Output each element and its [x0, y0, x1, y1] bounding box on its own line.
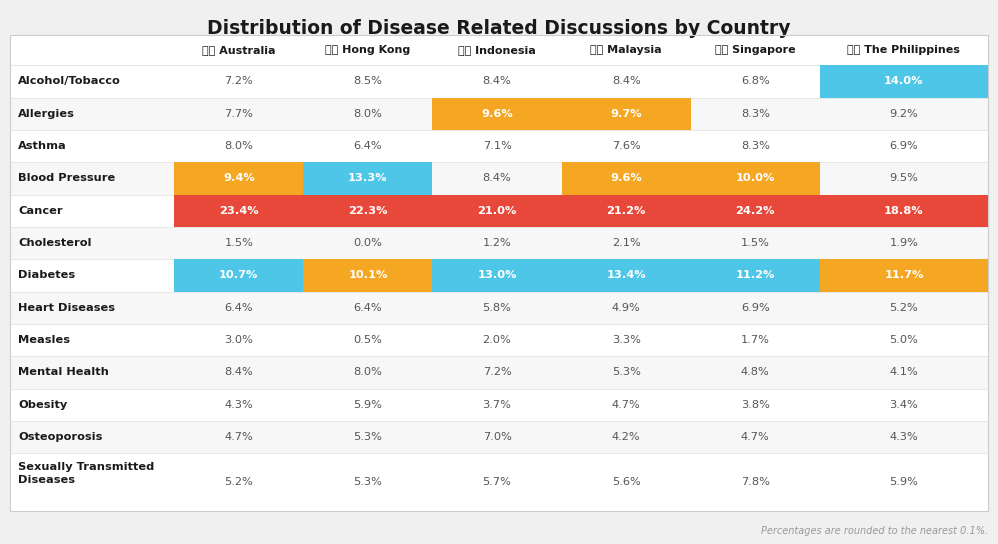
Text: 10.0%: 10.0% [736, 174, 774, 183]
Text: 7.1%: 7.1% [483, 141, 512, 151]
Text: 8.0%: 8.0% [353, 367, 382, 378]
Text: 6.4%: 6.4% [353, 302, 382, 313]
Text: 4.9%: 4.9% [612, 302, 641, 313]
Text: 4.2%: 4.2% [612, 432, 641, 442]
Text: 5.2%: 5.2% [889, 302, 918, 313]
Text: Blood Pressure: Blood Pressure [18, 174, 115, 183]
Text: 8.4%: 8.4% [483, 77, 511, 86]
Text: 🇸🇬 Singapore: 🇸🇬 Singapore [715, 45, 795, 55]
Text: 9.5%: 9.5% [889, 174, 918, 183]
Text: 18.8%: 18.8% [884, 206, 924, 216]
Text: 11.2%: 11.2% [736, 270, 774, 280]
Text: 8.3%: 8.3% [741, 109, 769, 119]
Text: 9.6%: 9.6% [610, 174, 642, 183]
Text: 1.5%: 1.5% [741, 238, 769, 248]
Text: 4.3%: 4.3% [225, 400, 253, 410]
Text: Percentages are rounded to the nearest 0.1%.: Percentages are rounded to the nearest 0… [760, 526, 988, 536]
Text: 13.4%: 13.4% [607, 270, 646, 280]
Text: 3.3%: 3.3% [612, 335, 641, 345]
Text: 3.4%: 3.4% [889, 400, 918, 410]
Text: 10.7%: 10.7% [220, 270, 258, 280]
Text: 🇵🇭 The Philippines: 🇵🇭 The Philippines [847, 45, 960, 55]
Text: 8.0%: 8.0% [353, 109, 382, 119]
Text: 1.7%: 1.7% [741, 335, 769, 345]
Text: 🇮🇩 Indonesia: 🇮🇩 Indonesia [458, 45, 536, 55]
Text: 4.1%: 4.1% [889, 367, 918, 378]
Text: Alcohol/Tobacco: Alcohol/Tobacco [18, 77, 121, 86]
Text: Asthma: Asthma [18, 141, 67, 151]
Text: 7.6%: 7.6% [612, 141, 641, 151]
Text: 9.7%: 9.7% [611, 109, 642, 119]
Text: 3.0%: 3.0% [225, 335, 253, 345]
Text: 2.0%: 2.0% [483, 335, 511, 345]
Text: Diabetes: Diabetes [18, 270, 75, 280]
Text: Heart Diseases: Heart Diseases [18, 302, 115, 313]
Text: 5.6%: 5.6% [612, 477, 641, 487]
Text: 21.0%: 21.0% [477, 206, 517, 216]
Text: 11.7%: 11.7% [884, 270, 923, 280]
Text: Sexually Transmitted
Diseases: Sexually Transmitted Diseases [18, 462, 155, 485]
Text: 7.2%: 7.2% [483, 367, 511, 378]
Text: 8.0%: 8.0% [225, 141, 253, 151]
Text: 9.6%: 9.6% [481, 109, 513, 119]
Text: 9.2%: 9.2% [889, 109, 918, 119]
Text: 7.2%: 7.2% [225, 77, 253, 86]
Text: 4.7%: 4.7% [741, 432, 769, 442]
Text: 0.5%: 0.5% [353, 335, 382, 345]
Text: 9.4%: 9.4% [223, 174, 254, 183]
Text: 6.9%: 6.9% [889, 141, 918, 151]
Text: 🇭🇰 Hong Kong: 🇭🇰 Hong Kong [325, 45, 410, 55]
Text: 8.3%: 8.3% [741, 141, 769, 151]
Text: Cancer: Cancer [18, 206, 63, 216]
Text: 5.7%: 5.7% [483, 477, 512, 487]
Text: Distribution of Disease Related Discussions by Country: Distribution of Disease Related Discussi… [208, 19, 790, 38]
Text: Osteoporosis: Osteoporosis [18, 432, 103, 442]
Text: 2.1%: 2.1% [612, 238, 641, 248]
Text: Measles: Measles [18, 335, 70, 345]
Text: 4.7%: 4.7% [612, 400, 641, 410]
Text: 21.2%: 21.2% [607, 206, 646, 216]
Text: 5.0%: 5.0% [889, 335, 918, 345]
Text: 5.2%: 5.2% [225, 477, 253, 487]
Text: 5.9%: 5.9% [889, 477, 918, 487]
Text: 24.2%: 24.2% [736, 206, 775, 216]
Text: 1.5%: 1.5% [225, 238, 253, 248]
Text: 4.8%: 4.8% [741, 367, 769, 378]
Text: 7.7%: 7.7% [225, 109, 253, 119]
Text: 🇦🇺 Australia: 🇦🇺 Australia [202, 45, 275, 55]
Text: 22.3%: 22.3% [348, 206, 387, 216]
Text: 8.4%: 8.4% [225, 367, 253, 378]
Text: 6.4%: 6.4% [353, 141, 382, 151]
Text: 1.9%: 1.9% [889, 238, 918, 248]
Text: 5.3%: 5.3% [612, 367, 641, 378]
Text: 5.3%: 5.3% [353, 477, 382, 487]
Text: 5.8%: 5.8% [483, 302, 512, 313]
Text: 8.5%: 8.5% [353, 77, 382, 86]
Text: 4.7%: 4.7% [225, 432, 253, 442]
Text: Allergies: Allergies [18, 109, 75, 119]
Text: 6.8%: 6.8% [741, 77, 769, 86]
Text: 7.8%: 7.8% [741, 477, 769, 487]
Text: 🇲🇾 Malaysia: 🇲🇾 Malaysia [591, 45, 662, 55]
Text: 23.4%: 23.4% [219, 206, 258, 216]
Text: 7.0%: 7.0% [483, 432, 512, 442]
Text: 1.2%: 1.2% [483, 238, 511, 248]
Text: 10.1%: 10.1% [348, 270, 387, 280]
Text: 8.4%: 8.4% [612, 77, 641, 86]
Text: Obesity: Obesity [18, 400, 67, 410]
Text: 13.3%: 13.3% [348, 174, 388, 183]
Text: 0.0%: 0.0% [353, 238, 382, 248]
Text: 6.9%: 6.9% [741, 302, 769, 313]
Text: Cholesterol: Cholesterol [18, 238, 92, 248]
Text: Mental Health: Mental Health [18, 367, 109, 378]
Text: 6.4%: 6.4% [225, 302, 253, 313]
Text: 14.0%: 14.0% [884, 77, 924, 86]
Text: 5.3%: 5.3% [353, 432, 382, 442]
Text: 3.7%: 3.7% [483, 400, 512, 410]
Text: 13.0%: 13.0% [477, 270, 517, 280]
Text: 5.9%: 5.9% [353, 400, 382, 410]
Text: 3.8%: 3.8% [741, 400, 769, 410]
Text: 8.4%: 8.4% [483, 174, 511, 183]
Text: 4.3%: 4.3% [889, 432, 918, 442]
